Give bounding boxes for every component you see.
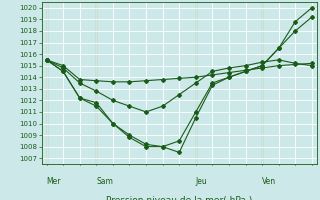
Text: Sam: Sam [96,177,113,186]
Text: Mer: Mer [47,177,61,186]
Text: Pression niveau de la mer( hPa ): Pression niveau de la mer( hPa ) [106,196,252,200]
Text: Jeu: Jeu [196,177,208,186]
Text: Ven: Ven [262,177,276,186]
